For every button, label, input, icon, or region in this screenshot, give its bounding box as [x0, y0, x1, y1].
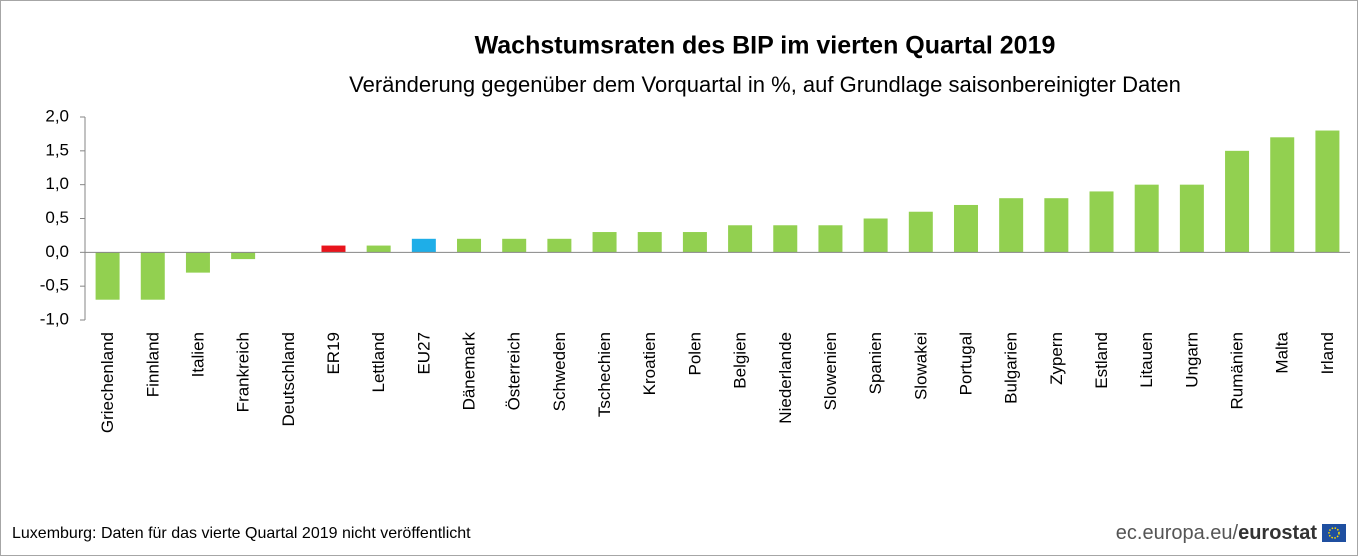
x-tick-label: Portugal: [956, 332, 975, 395]
x-tick-label: Österreich: [505, 332, 524, 410]
source: ec.europa.eu/eurostat: [1116, 522, 1318, 544]
x-tick-label: Estland: [1092, 332, 1111, 389]
eu-stars: [1328, 527, 1340, 539]
x-tick-label: Italien: [188, 332, 207, 377]
x-tick-label: Malta: [1273, 331, 1292, 373]
x-tick-label: Griechenland: [98, 332, 117, 433]
bar: [953, 204, 978, 253]
bar: [1134, 184, 1159, 253]
x-tick-label: Zypern: [1047, 332, 1066, 385]
bar: [1179, 184, 1204, 253]
bar: [999, 198, 1024, 253]
eu-flag: [1322, 524, 1346, 542]
x-tick-label: ER19: [324, 332, 343, 375]
footnote: Luxemburg: Daten für das vierte Quartal …: [12, 525, 471, 542]
x-tick-label: Niederlande: [776, 332, 795, 424]
bar: [321, 245, 346, 253]
bar: [818, 225, 843, 253]
bar: [908, 211, 933, 253]
source-brand: eurostat: [1238, 522, 1317, 544]
x-tick-label: Dänemark: [460, 332, 479, 411]
x-tick-label: Belgien: [731, 332, 750, 389]
x-tick-label: EU27: [414, 332, 433, 375]
x-tick-label: Litauen: [1137, 332, 1156, 388]
bar: [1225, 150, 1250, 253]
bar: [457, 238, 482, 253]
x-tick-label: Ungarn: [1182, 332, 1201, 388]
bar: [185, 252, 210, 273]
x-tick-label: Schweden: [550, 332, 569, 411]
x-tick-label: Rumänien: [1228, 332, 1247, 410]
bar: [411, 238, 436, 253]
source-url: ec.europa.eu/: [1116, 522, 1239, 544]
y-tick-label: 1,5: [45, 140, 69, 159]
x-tick-label: Lettland: [369, 332, 388, 393]
bar: [140, 252, 165, 300]
bar: [95, 252, 120, 300]
bar: [547, 238, 572, 253]
chart-subtitle: Veränderung gegenüber dem Vorquartal in …: [349, 72, 1181, 97]
x-tick-label: Deutschland: [279, 332, 298, 427]
x-tick-label: Tschechien: [595, 332, 614, 417]
y-tick-label: 1,0: [45, 174, 69, 193]
bar: [863, 218, 888, 253]
x-tick-label: Slowakei: [911, 332, 930, 400]
x-tick-label: Finnland: [143, 332, 162, 397]
bar: [1270, 137, 1295, 253]
y-tick-label: 0,5: [45, 208, 69, 227]
x-tick-label: Bulgarien: [1002, 332, 1021, 404]
y-tick-label: -0,5: [40, 276, 69, 295]
bar: [637, 232, 662, 253]
x-tick-label: Polen: [685, 332, 704, 375]
bar: [1315, 130, 1340, 253]
bar: [773, 225, 798, 253]
x-tick-label: Irland: [1318, 332, 1337, 375]
bar: [502, 238, 527, 253]
y-tick-label: 2,0: [45, 106, 69, 125]
bar: [231, 252, 256, 260]
x-tick-label: Spanien: [866, 332, 885, 394]
bar: [1044, 198, 1069, 253]
bar: [682, 232, 707, 253]
x-tick-label: Kroatien: [640, 332, 659, 395]
bar: [728, 225, 753, 253]
y-tick-label: -1,0: [40, 309, 69, 328]
bar: [366, 245, 391, 253]
bar: [1089, 191, 1114, 253]
x-tick-label: Slowenien: [821, 332, 840, 410]
chart-title: Wachstumsraten des BIP im vierten Quarta…: [475, 32, 1056, 60]
x-tick-label: Frankreich: [234, 332, 253, 412]
y-tick-label: 0,0: [45, 242, 69, 261]
bar: [592, 232, 617, 253]
